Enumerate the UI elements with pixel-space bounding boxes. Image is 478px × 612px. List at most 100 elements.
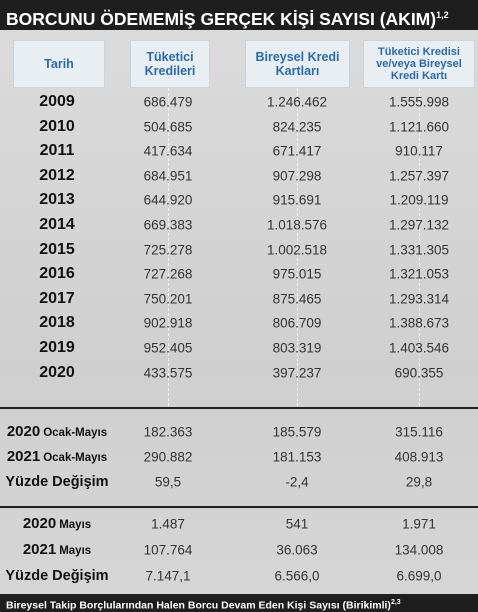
row-label-part: Yüzde Değişim bbox=[5, 568, 109, 584]
title: BORCUNU ÖDEMEMİŞ GERÇEK KİŞİ SAYISI (AKI… bbox=[6, 8, 437, 29]
cell: 417.634 bbox=[143, 143, 193, 159]
row-label: 2021 Ocak-Mayıs bbox=[7, 448, 107, 466]
header-cell: Bireysel Kredi Kartları bbox=[245, 40, 350, 88]
row-label: 2014 bbox=[39, 216, 75, 234]
cell: 824.235 bbox=[272, 119, 322, 135]
cell: 315.116 bbox=[395, 424, 443, 440]
cell: 134.008 bbox=[394, 542, 444, 558]
row-label: 2018 bbox=[39, 314, 75, 332]
row-label: 2019 bbox=[39, 339, 75, 357]
separator bbox=[0, 506, 478, 508]
row-label-part: 2016 bbox=[39, 265, 75, 283]
cell: 1.321.053 bbox=[388, 266, 450, 282]
cell: 725.278 bbox=[143, 242, 193, 258]
row-label-part: 2020 bbox=[39, 363, 75, 381]
row-label-part: 2020 bbox=[22, 515, 57, 532]
row-label: 2020 Ocak-Mayıs bbox=[7, 423, 107, 441]
cell: 803.319 bbox=[272, 340, 322, 356]
row-label-part: 2014 bbox=[39, 216, 75, 233]
cell: 433.575 bbox=[143, 365, 193, 381]
row-label-part: 2021 bbox=[22, 541, 57, 558]
cell: 6.699,0 bbox=[396, 568, 442, 584]
cell: 910.117 bbox=[395, 143, 443, 159]
row-label-part: 2015 bbox=[39, 240, 75, 258]
row-label: 2009 bbox=[39, 93, 75, 111]
row-label-part: 2012 bbox=[39, 166, 75, 184]
cell: 504.685 bbox=[143, 119, 193, 135]
cell: 36.063 bbox=[276, 542, 318, 558]
cell: 875.465 bbox=[272, 291, 322, 307]
row-label: 2016 bbox=[39, 265, 75, 283]
row-label-part: 2017 bbox=[39, 289, 75, 307]
footer-bar: Bireysel Takip Borçlularından Halen Borc… bbox=[0, 594, 478, 612]
row-label: 2015 bbox=[39, 241, 75, 259]
cell: 397.237 bbox=[272, 365, 322, 381]
cell: -2,4 bbox=[285, 474, 309, 490]
cell: 6.566,0 bbox=[274, 568, 320, 584]
cell: 181.153 bbox=[272, 449, 322, 465]
row-label: 2012 bbox=[39, 167, 75, 185]
header-cell: Tarih bbox=[13, 40, 105, 88]
title-note: 1,2 bbox=[436, 10, 449, 20]
cell: 1.297.132 bbox=[388, 217, 450, 233]
cell: 727.268 bbox=[143, 266, 193, 282]
row-label: 2021 Mayıs bbox=[23, 541, 91, 559]
row-label: 2010 bbox=[39, 118, 75, 136]
cell: 975.015 bbox=[272, 266, 322, 282]
cell: 684.951 bbox=[143, 168, 193, 184]
column-line bbox=[419, 88, 420, 406]
cell: 182.363 bbox=[143, 424, 193, 440]
cell: 1.257.397 bbox=[388, 168, 450, 184]
footer: Bireysel Takip Borçlularından Halen Borc… bbox=[6, 599, 391, 612]
row-label-part: Mayıs bbox=[59, 519, 92, 531]
cell: 1.403.546 bbox=[388, 340, 450, 356]
row-label: Yüzde Değişim bbox=[5, 473, 108, 491]
row-label-part: 2021 bbox=[6, 448, 41, 465]
row-label-part: 2013 bbox=[39, 191, 75, 209]
cell: 185.579 bbox=[272, 424, 322, 440]
cell: 1.121.660 bbox=[388, 119, 450, 135]
row-label-part: Ocak-Mayıs bbox=[43, 427, 108, 439]
row-label: 2013 bbox=[39, 191, 75, 209]
row-label-part: 2019 bbox=[39, 339, 75, 356]
cell: 1.018.576 bbox=[266, 217, 328, 233]
column-line bbox=[168, 88, 169, 406]
cell: 902.918 bbox=[143, 315, 193, 331]
cell: 29,8 bbox=[405, 474, 433, 490]
row-label: 2011 bbox=[40, 142, 75, 160]
cell: 907.298 bbox=[272, 168, 322, 184]
cell: 1.246.462 bbox=[266, 94, 328, 110]
row-label: Yüzde Değişim bbox=[5, 567, 108, 585]
cell: 952.405 bbox=[143, 340, 193, 356]
cell: 59,5 bbox=[154, 474, 182, 490]
row-label: 2020 bbox=[39, 364, 75, 382]
cell: 671.417 bbox=[272, 143, 322, 159]
footer-note: 2,3 bbox=[390, 599, 401, 606]
column-line bbox=[297, 88, 298, 406]
row-label: 2020 Mayıs bbox=[23, 515, 91, 533]
row-label-part: 2010 bbox=[39, 117, 75, 135]
cell: 1.331.305 bbox=[388, 242, 450, 258]
row-label: 2017 bbox=[39, 290, 75, 308]
cell: 541 bbox=[285, 516, 309, 532]
cell: 408.913 bbox=[394, 449, 444, 465]
cell: 1.209.119 bbox=[389, 192, 449, 208]
row-label-part: 2018 bbox=[39, 314, 75, 332]
cell: 290.882 bbox=[143, 449, 193, 465]
row-label-part: 2020 bbox=[6, 423, 41, 440]
cell: 915.691 bbox=[272, 192, 322, 208]
cell: 686.479 bbox=[143, 94, 193, 110]
separator bbox=[0, 407, 478, 409]
row-label-part: Ocak-Mayıs bbox=[43, 452, 108, 464]
header-cell: Tüketici Kredileri bbox=[130, 40, 210, 88]
cell: 1.388.673 bbox=[388, 315, 450, 331]
cell: 1.555.998 bbox=[388, 94, 450, 110]
cell: 1.487 bbox=[151, 516, 185, 532]
cell: 1.002.518 bbox=[266, 242, 328, 258]
row-label-part: Mayıs bbox=[59, 545, 92, 557]
title-bar: BORCUNU ÖDEMEMİŞ GERÇEK KİŞİ SAYISI (AKI… bbox=[0, 0, 478, 30]
cell: 107.764 bbox=[143, 542, 193, 558]
row-label-part: 2009 bbox=[39, 93, 75, 110]
header-cell: Tüketici Kredisi ve/veya Bireysel Kredi … bbox=[363, 40, 475, 88]
